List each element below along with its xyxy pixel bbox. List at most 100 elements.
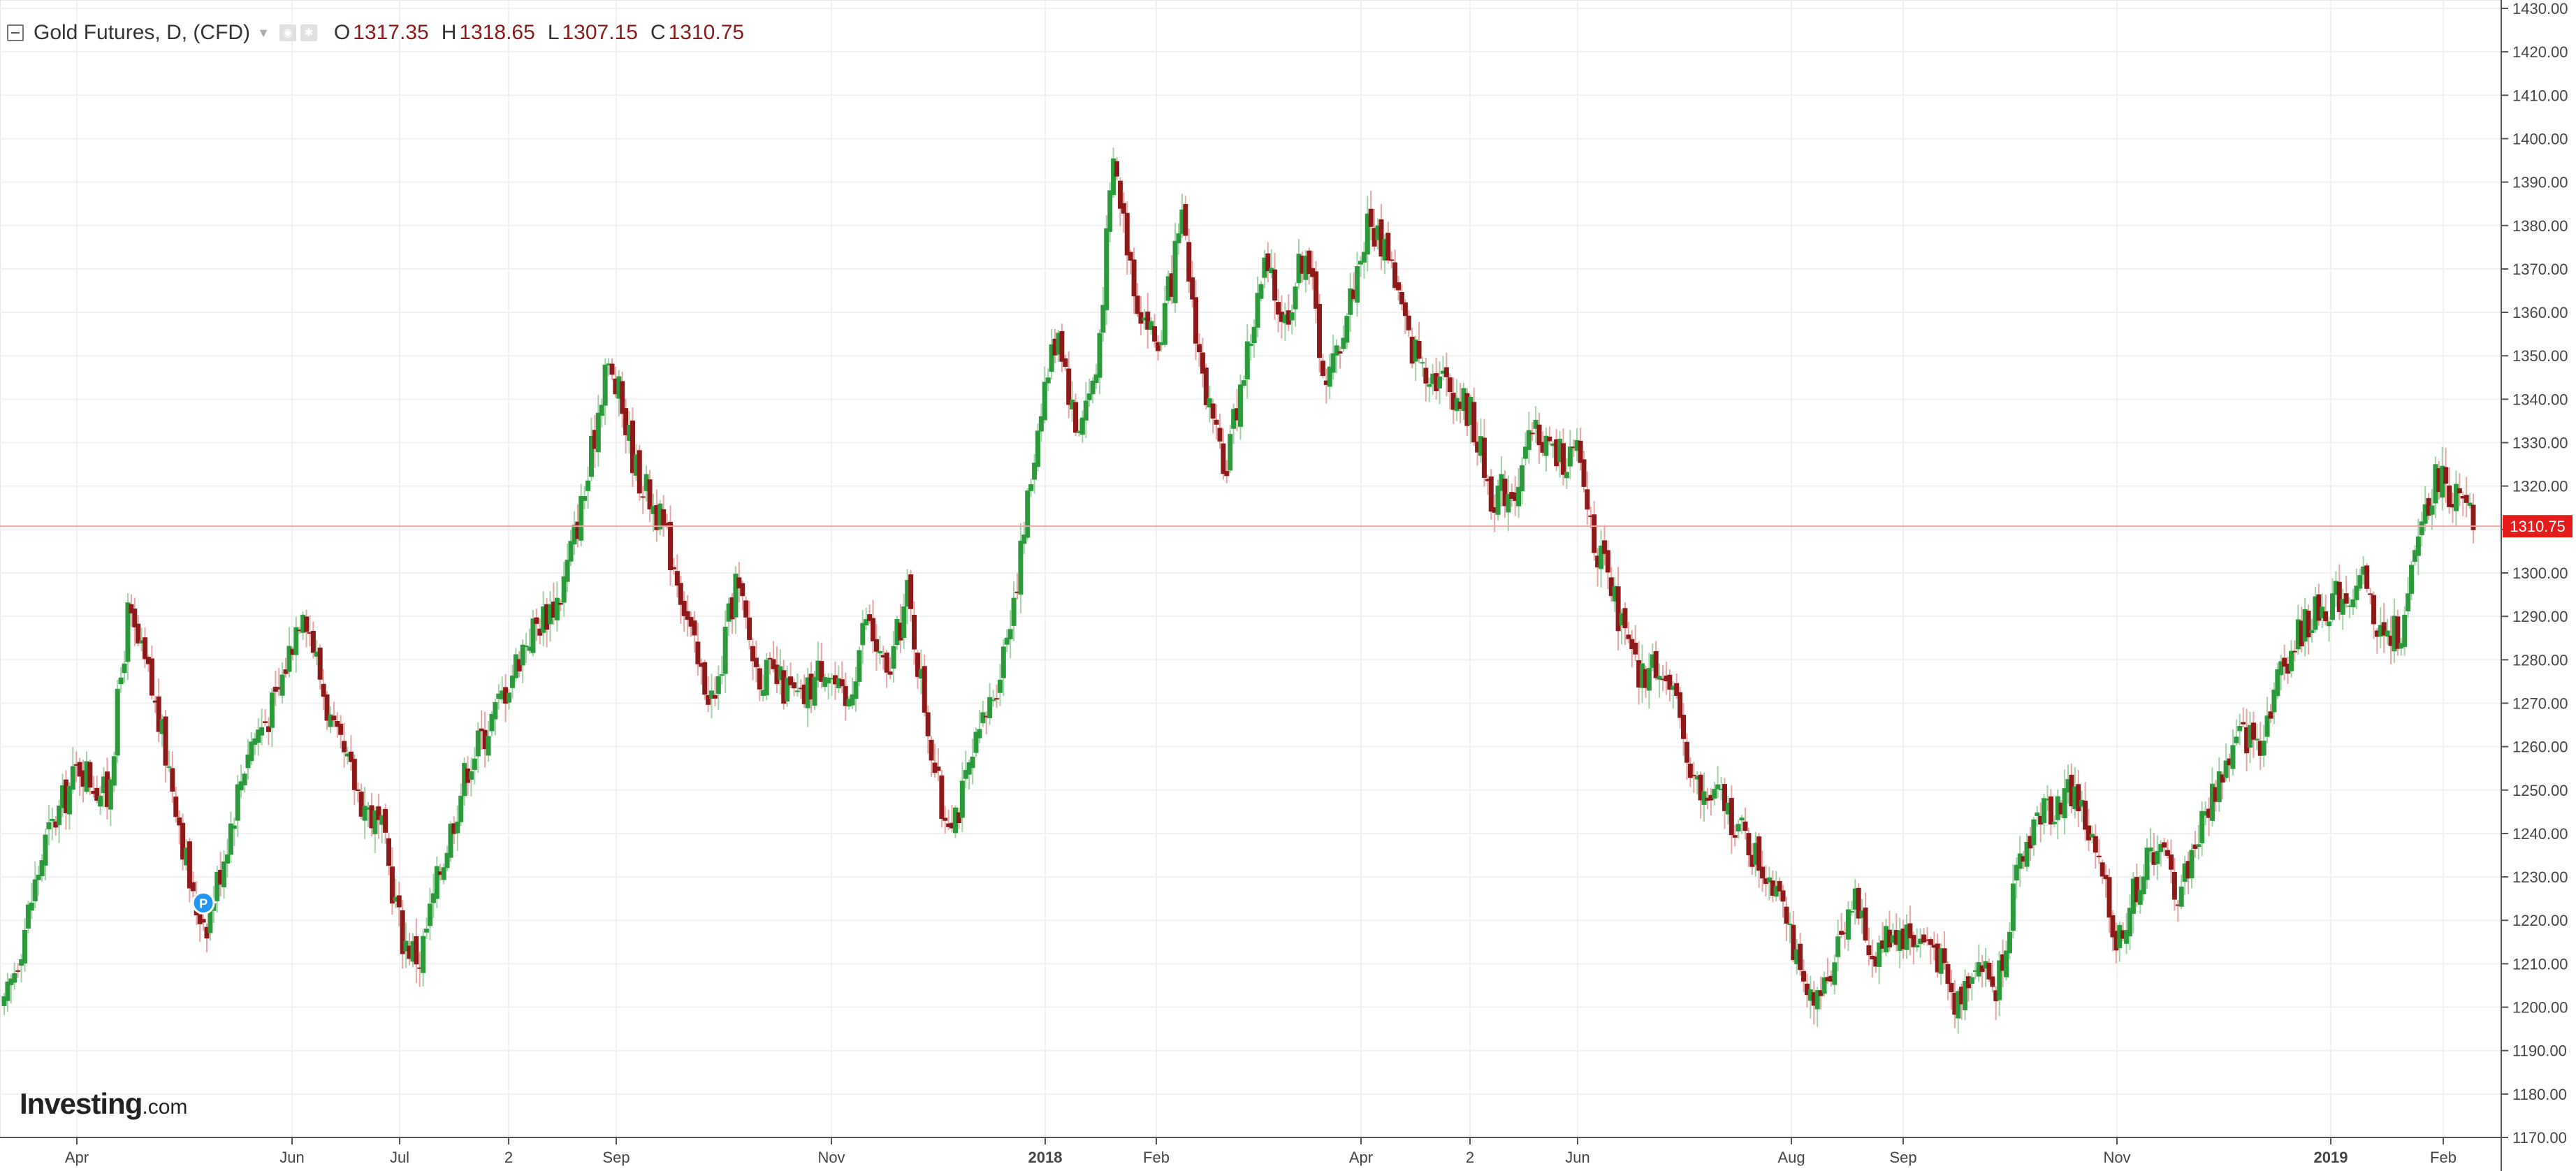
candle-body (2106, 877, 2112, 918)
candle-body (685, 611, 690, 620)
candle-body (2399, 643, 2404, 649)
candle-body (798, 688, 803, 690)
candle-body (2388, 635, 2394, 646)
candle-body (1045, 377, 1051, 384)
candle-body (1272, 269, 1278, 301)
candle-body (740, 583, 745, 597)
candle-body (1814, 990, 1820, 1010)
candle-body (1485, 479, 1490, 481)
candle-body (1492, 507, 1497, 513)
candle-body (496, 693, 502, 699)
chevron-down-icon[interactable]: ▼ (257, 25, 270, 40)
candle-body (609, 363, 615, 375)
time-tick-label: Aug (1777, 1149, 1805, 1166)
current-price-label: 1310.75 (2510, 518, 2566, 535)
candle-body (1818, 990, 1824, 996)
candle-body (1310, 268, 1316, 277)
candle-body (1529, 432, 1535, 435)
price-tick-label: 1230.00 (2512, 868, 2568, 886)
candle-body (1756, 836, 1762, 871)
candle-body (345, 753, 351, 757)
candle-body (2058, 802, 2064, 815)
candle-body (156, 696, 161, 732)
candle-body (342, 741, 347, 752)
candle-body (1835, 936, 1841, 957)
candle-body (1554, 439, 1559, 467)
candle-body (2440, 465, 2445, 498)
collapse-icon[interactable] (7, 24, 24, 41)
candle-body (1918, 938, 1923, 945)
candle-body (2299, 620, 2304, 646)
candle-body (111, 756, 117, 786)
candle-body (170, 768, 175, 792)
candle-body (365, 807, 371, 810)
candle-body (1612, 586, 1617, 602)
candle-body (788, 676, 794, 685)
candle-body (1049, 344, 1054, 372)
candle-body (523, 646, 529, 648)
candle-body (1694, 776, 1700, 780)
candle-body (1777, 880, 1782, 892)
candle-body (1856, 887, 1861, 919)
candle-body (1921, 934, 1927, 943)
candle-body (441, 867, 446, 880)
candle-body (1773, 885, 1779, 897)
eye-icon[interactable]: ◉ (279, 24, 296, 41)
time-tick-label: 2018 (1028, 1149, 1063, 1166)
candle-body (2306, 611, 2311, 638)
candle-body (2457, 488, 2462, 494)
candle-body (599, 405, 604, 416)
candle-body (1375, 225, 1381, 240)
candle-body (1763, 878, 1768, 885)
candle-body (2282, 657, 2287, 667)
candle-body (458, 795, 464, 822)
candle-body (2055, 796, 2060, 820)
candle-body (2014, 864, 2019, 881)
candle-body (1746, 833, 1752, 856)
candle-body (87, 762, 93, 788)
event-marker-circle[interactable] (191, 891, 215, 915)
candle-body (231, 825, 237, 829)
price-tick-label: 1390.00 (2512, 174, 2568, 191)
price-tick-label: 1240.00 (2512, 825, 2568, 843)
candle-body (1086, 393, 1092, 400)
candle-body (1221, 443, 1226, 474)
candle-body (606, 363, 611, 366)
candle-body (1599, 545, 1604, 569)
price-tick-label: 1280.00 (2512, 651, 2568, 669)
candle-body (1406, 315, 1411, 330)
candle-body (500, 690, 505, 700)
open-value: 1317.35 (353, 21, 429, 44)
low-label: L (547, 21, 560, 44)
candle-body (1884, 926, 1889, 953)
candle-body (104, 771, 110, 808)
candle-body (674, 571, 680, 586)
candle-body (871, 618, 876, 641)
candle-body (1845, 909, 1851, 940)
candle-body (208, 905, 213, 933)
candle-body (1361, 252, 1367, 263)
event-marker[interactable]: P (191, 891, 215, 915)
candle-body (1056, 333, 1061, 355)
candle-body (1729, 798, 1734, 836)
candle-body (757, 668, 762, 690)
settings-icon[interactable]: ✱ (300, 24, 317, 41)
candle-body (912, 614, 917, 650)
candle-body (1619, 613, 1624, 626)
candle-body (507, 692, 512, 703)
candle-body (1742, 821, 1748, 831)
symbol-title[interactable]: Gold Futures, D, (CFD) (34, 21, 251, 44)
candle-body (850, 694, 855, 706)
candle-body (1687, 763, 1693, 778)
current-price-tag (2503, 515, 2573, 538)
plot-frame (0, 0, 2502, 1138)
candle-body (678, 583, 683, 605)
candle-body (2392, 616, 2397, 652)
candle-body (729, 597, 735, 620)
candle-body (530, 618, 536, 653)
candle-body (1499, 474, 1504, 491)
candle-body (1780, 890, 1786, 902)
candle-body (2288, 650, 2294, 671)
candle-body (1719, 788, 1724, 790)
